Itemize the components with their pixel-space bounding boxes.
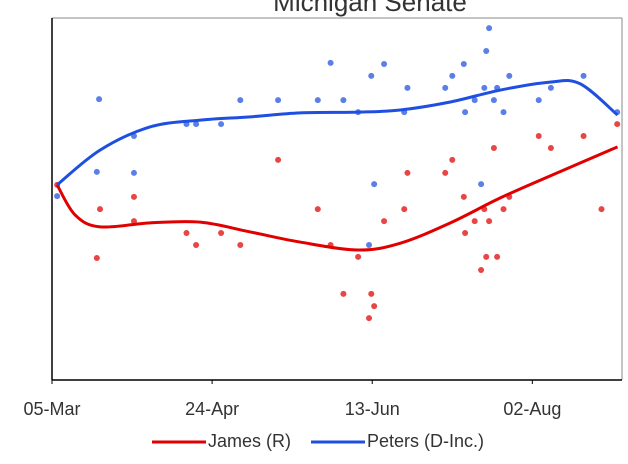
data-point: [275, 156, 282, 163]
data-point: [237, 97, 244, 104]
data-point: [404, 84, 411, 91]
data-point: [462, 109, 469, 116]
data-point: [130, 218, 137, 225]
data-point: [130, 193, 137, 200]
data-point: [193, 241, 200, 248]
data-point: [442, 84, 449, 91]
trend-line: [56, 79, 619, 187]
data-point: [500, 109, 507, 116]
data-point: [547, 144, 554, 151]
data-point: [314, 206, 321, 213]
data-point: [481, 84, 488, 91]
data-point: [535, 97, 542, 104]
data-point: [93, 255, 100, 262]
data-point: [97, 206, 104, 213]
data-point: [275, 97, 282, 104]
data-point: [355, 253, 362, 260]
data-point: [449, 156, 456, 163]
trend-line: [55, 145, 619, 252]
data-point: [368, 290, 375, 297]
data-point: [614, 121, 621, 128]
data-point: [478, 266, 485, 273]
data-point: [368, 72, 375, 79]
data-point: [490, 144, 497, 151]
data-point: [327, 59, 334, 66]
data-point: [486, 25, 493, 32]
legend-label: Peters (D-Inc.): [367, 431, 484, 451]
data-point: [237, 241, 244, 248]
data-point: [218, 121, 225, 128]
data-point: [471, 97, 478, 104]
data-point: [371, 181, 378, 188]
data-point: [442, 169, 449, 176]
data-point: [193, 121, 200, 128]
legend-label: James (R): [208, 431, 291, 451]
chart-title: Michigan Senate: [273, 0, 467, 17]
data-point: [366, 315, 373, 322]
data-point: [490, 97, 497, 104]
data-point: [580, 133, 587, 140]
data-point: [366, 241, 373, 248]
data-point: [483, 47, 490, 54]
data-point: [478, 181, 485, 188]
data-point: [471, 218, 478, 225]
data-point: [381, 218, 388, 225]
data-point: [506, 72, 513, 79]
data-point: [340, 97, 347, 104]
data-point: [340, 290, 347, 297]
x-tick-label: 05-Mar: [23, 399, 80, 419]
x-tick-label: 13-Jun: [345, 399, 400, 419]
data-point: [371, 303, 378, 310]
data-point: [580, 72, 587, 79]
data-point: [462, 230, 469, 237]
data-point: [404, 169, 411, 176]
data-point: [483, 253, 490, 260]
x-tick-label: 24-Apr: [185, 399, 239, 419]
data-point: [449, 72, 456, 79]
data-point: [314, 97, 321, 104]
data-point: [535, 133, 542, 140]
data-point: [93, 168, 100, 175]
data-point: [183, 230, 190, 237]
x-tick-label: 02-Aug: [503, 399, 561, 419]
data-point: [494, 253, 501, 260]
data-point: [486, 218, 493, 225]
data-point: [460, 193, 467, 200]
data-point: [401, 206, 408, 213]
data-point: [500, 206, 507, 213]
data-point: [54, 193, 61, 200]
data-point: [218, 230, 225, 237]
data-point: [547, 84, 554, 91]
data-point: [460, 60, 467, 67]
data-point: [130, 169, 137, 176]
data-point: [96, 96, 103, 103]
data-point: [381, 60, 388, 67]
data-point: [598, 206, 605, 213]
